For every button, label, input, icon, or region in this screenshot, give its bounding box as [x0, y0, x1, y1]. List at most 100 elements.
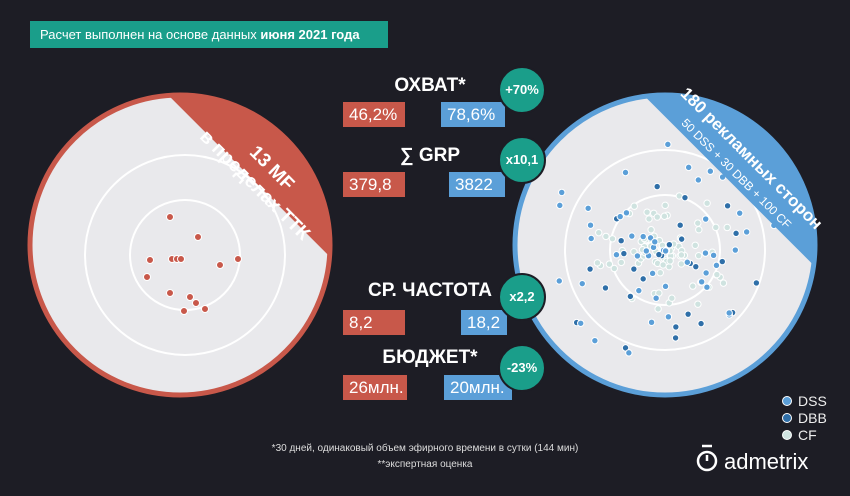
- map-point: [633, 252, 642, 260]
- map-point: [180, 307, 188, 315]
- map-point: [166, 213, 174, 221]
- map-point: [605, 260, 614, 268]
- map-point: [684, 310, 692, 318]
- map-point: [608, 235, 617, 243]
- left-value: 8,2: [343, 310, 405, 335]
- map-point: [653, 182, 661, 191]
- legend-label: DBB: [798, 409, 827, 426]
- legend-label: DSS: [798, 392, 827, 409]
- map-point: [647, 226, 655, 234]
- map-point: [691, 241, 699, 249]
- map-point: [645, 215, 653, 223]
- map-point: [601, 284, 610, 292]
- map-point: [146, 256, 154, 264]
- map-point: [725, 309, 733, 317]
- map-point: [621, 168, 630, 177]
- map-point: [643, 208, 651, 216]
- map-point: [709, 251, 718, 260]
- map-point: [622, 209, 631, 217]
- map-point: [595, 228, 603, 237]
- map-point: [706, 167, 715, 175]
- map-point: [677, 235, 686, 243]
- map-point: [216, 261, 224, 269]
- map-point: [712, 223, 720, 232]
- map-point: [647, 318, 656, 327]
- map-point: [642, 247, 651, 255]
- map-point: [676, 221, 684, 229]
- badge: +70%: [498, 66, 546, 114]
- map-point: [719, 279, 728, 287]
- banner-text: Расчет выполнен на основе данных: [40, 27, 257, 42]
- map-point: [697, 319, 705, 328]
- map-point: [677, 260, 686, 268]
- map-point: [630, 202, 638, 210]
- map-point: [703, 283, 711, 291]
- legend-label: CF: [798, 426, 817, 443]
- left-value: 46,2%: [343, 102, 405, 127]
- left-ribbon: [136, 97, 328, 290]
- metric-label: СР. ЧАСТОТА: [368, 280, 492, 301]
- map-point: [586, 221, 595, 229]
- map-point: [723, 202, 732, 210]
- map-point: [712, 261, 721, 270]
- footnote: *30 дней, одинаковый объем эфирного врем…: [271, 443, 579, 454]
- map-points: [143, 140, 778, 357]
- map-point: [732, 229, 740, 238]
- map-point: [593, 259, 602, 267]
- map-point: [625, 349, 633, 357]
- map-point: [616, 212, 624, 221]
- logo: admetrix: [724, 449, 809, 474]
- map-point: [703, 199, 711, 207]
- map-point: [694, 300, 702, 308]
- banner-bold: июня 2021 года: [260, 27, 360, 42]
- map-point: [620, 249, 628, 258]
- map-point: [661, 282, 670, 291]
- map-point: [626, 292, 635, 301]
- map-point: [668, 294, 676, 302]
- map-point: [718, 257, 727, 266]
- map-point: [672, 323, 680, 331]
- map-point: [635, 286, 643, 295]
- legend-swatch: [782, 412, 792, 423]
- map-point: [630, 265, 638, 273]
- map-point: [628, 232, 636, 240]
- map-point: [621, 344, 630, 352]
- badge: -23%: [498, 344, 546, 392]
- map-point: [736, 209, 744, 217]
- badge: x10,1: [498, 136, 546, 184]
- map-point: [586, 265, 594, 273]
- map-point: [689, 282, 697, 290]
- logo-icon: [696, 444, 718, 472]
- map-point: [701, 249, 710, 257]
- map-point: [656, 268, 664, 277]
- map-point: [234, 255, 242, 263]
- map-point: [702, 269, 710, 277]
- map-point: [602, 232, 610, 241]
- map-point: [612, 251, 621, 259]
- map-point: [713, 270, 721, 279]
- map-point: [671, 334, 680, 342]
- banner: Расчет выполнен на основе данных июня 20…: [30, 21, 388, 48]
- map-point: [639, 232, 647, 241]
- map-point: [558, 188, 566, 197]
- map-point: [577, 319, 585, 327]
- map-point: [694, 176, 703, 184]
- map-point: [660, 212, 669, 220]
- legend-swatch: [782, 429, 792, 440]
- map-point: [584, 204, 592, 212]
- map-point: [610, 264, 618, 273]
- map-point: [684, 163, 693, 172]
- map-point: [723, 223, 731, 232]
- map-point: [692, 262, 700, 271]
- roads: [84, 149, 766, 356]
- legend-item: CF: [782, 426, 827, 443]
- map-point: [143, 273, 151, 281]
- map-point: [694, 219, 702, 227]
- legend: DSS DBB CF: [782, 392, 827, 443]
- right-value: 78,6%: [441, 102, 505, 127]
- right-ribbon: [618, 97, 813, 297]
- map-point: [654, 305, 662, 313]
- map-point: [752, 279, 761, 287]
- map-point: [664, 140, 672, 149]
